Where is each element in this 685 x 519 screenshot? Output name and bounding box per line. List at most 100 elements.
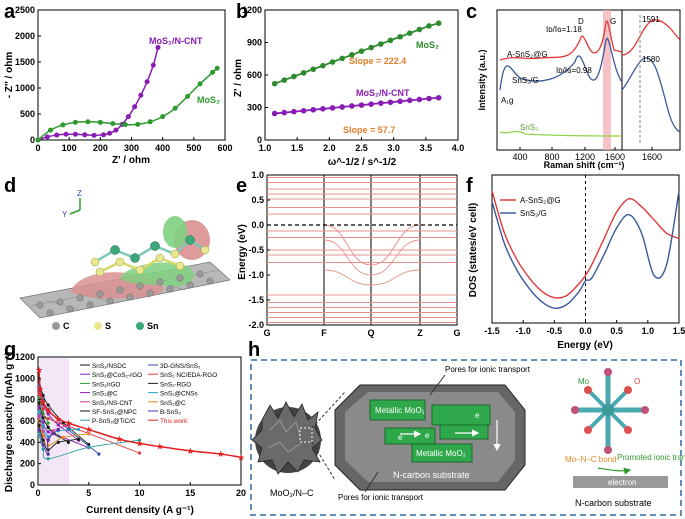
data-point (300, 107, 307, 114)
tin-atom (185, 235, 195, 245)
y-tick-label: 0 (30, 480, 35, 490)
data-point (416, 96, 423, 103)
atom (624, 386, 632, 394)
y-tick-label: -2.0 (248, 320, 264, 330)
h-substrate: Metallic MoO₂ Metallic MoO₂ e e e N-carb… (334, 384, 526, 491)
y-tick-label: -1.0 (248, 270, 264, 280)
data-point (56, 423, 60, 427)
data-point (320, 62, 326, 69)
data-point (37, 392, 41, 396)
h-electron-e-2: e (398, 433, 403, 442)
carbon-atom (166, 285, 174, 293)
c-inset-blue (621, 57, 681, 133)
x-tick-label: 1200 (575, 152, 595, 162)
data-point (37, 432, 41, 436)
data-point (138, 92, 144, 98)
c-label-d: D (578, 17, 584, 26)
panel-f: f A-SnS₂@G SnS₂/G -1.5 -1.0 -0.5 0.0 0.5 1.0 1… (466, 174, 685, 351)
band (323, 224, 421, 266)
data-point (150, 62, 156, 68)
h-frame (250, 359, 682, 516)
legend-entry: SnS₂@C (92, 391, 118, 398)
data-point (63, 131, 69, 137)
legend-entry: This work (160, 418, 188, 425)
data-point (406, 30, 413, 36)
x-tick-label: 2.5 (355, 143, 368, 153)
c-peak-1580: 1580 (642, 55, 660, 64)
data-point (137, 451, 142, 455)
h-pores-top-pointer (429, 374, 446, 396)
a-legend-mos2: MoS₂ (197, 95, 220, 105)
legend-entry: SnS₂/NSDC (92, 363, 127, 370)
panel-h: h MoO₂/N–C Metallic MoO₂ Metallic MoO₂ e… (248, 339, 685, 516)
legend-entry: 3D-GNS/SnS₂ (160, 363, 201, 370)
data-point (214, 65, 220, 71)
data-point (97, 119, 103, 125)
y-tick-label: 300 (247, 103, 262, 113)
y-tick-label: 1000 (15, 373, 35, 383)
data-point (46, 425, 50, 429)
d-axis-z-label: Z (77, 189, 82, 198)
d-axis-y-label: Y (62, 210, 68, 219)
data-point (310, 66, 317, 73)
panel-f-label: f (466, 175, 473, 197)
legend-entry: SnS₂@CNSs (160, 391, 198, 398)
band (323, 269, 421, 286)
x-tick-label: 400 (155, 143, 170, 153)
this-work-star: ★ (36, 384, 44, 394)
a-legend-mos2-ncnt: MoS₂/N-CNT (149, 36, 203, 46)
atom (624, 426, 632, 434)
y-tick-label: 900 (247, 38, 262, 48)
this-work-star: ★ (156, 442, 164, 452)
a-ylabel: - Z'' / ohm (4, 52, 15, 99)
x-tick-label: 600 (217, 143, 232, 153)
h-zoom-line-1 (311, 391, 346, 429)
y-tick-label: 1200 (242, 5, 262, 15)
panel-a-label: a (4, 1, 16, 23)
carbon-atom (156, 278, 164, 286)
h-mo-label: Mo (578, 377, 590, 386)
y-tick-label: 2500 (15, 5, 35, 15)
y-tick-label: 2000 (15, 31, 35, 41)
this-work-star: ★ (115, 434, 123, 444)
data-point (37, 428, 41, 432)
data-point (46, 452, 50, 456)
data-point (56, 427, 60, 432)
h-metallic-2: Metallic MoO₂ (416, 449, 466, 458)
y-tick-label: 1.0 (251, 170, 264, 180)
carbon-atom (206, 277, 214, 285)
f-xlabel: Energy (eV) (557, 340, 613, 351)
a-xlabel: Z' / ohm (112, 155, 150, 166)
data-point (66, 423, 71, 427)
x-tick-label: 0.5 (610, 326, 623, 336)
h-electron-bar (573, 476, 668, 488)
data-point (61, 435, 65, 440)
x-tick-label: -0.5 (547, 326, 563, 336)
carbon-atom (96, 290, 104, 298)
x-tick-label: 0 (35, 488, 40, 498)
sulfur-atom (135, 265, 145, 275)
g-ylabel: Discharge capacity (mAh g⁻¹) (4, 352, 15, 492)
c-ylabel: Intensity (a.u.) (477, 49, 487, 110)
sulfur-atom (170, 249, 180, 259)
carbon-atom (186, 281, 194, 289)
y-tick-label: -0.5 (248, 245, 264, 255)
legend-entry: B-SnS₂ (160, 409, 181, 416)
data-point (416, 26, 423, 33)
x-tick-label: 100 (62, 143, 77, 153)
panel-b: b 1.0 1.5 2.0 2.5 3.0 3.5 4.0 0 300 600 900 1200 Mo… (233, 1, 464, 168)
data-point (137, 438, 142, 442)
legend-entry: SnS₂/NS-CNT (92, 400, 133, 407)
data-point (435, 20, 442, 27)
data-point (291, 108, 297, 115)
b-ylabel: Z' / ohm (233, 59, 244, 97)
data-point (144, 79, 150, 85)
atom (584, 386, 592, 394)
sulfur-atom (115, 257, 125, 267)
data-point (37, 414, 41, 418)
data-point (210, 69, 216, 75)
x-tick-label: 1.5 (291, 143, 304, 153)
h-electron-e-3: e (475, 411, 480, 420)
carbon-atom (146, 289, 154, 297)
kpoint-label: G (453, 328, 460, 338)
